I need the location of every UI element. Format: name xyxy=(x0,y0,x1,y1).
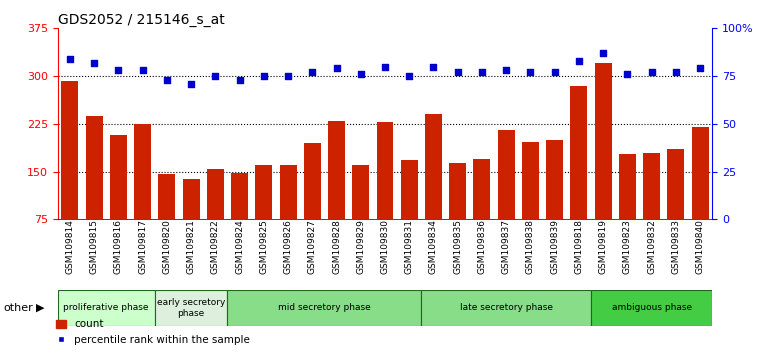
Text: GSM109827: GSM109827 xyxy=(308,219,316,274)
Text: ambiguous phase: ambiguous phase xyxy=(611,303,691,313)
Point xyxy=(161,77,173,83)
Point xyxy=(427,64,440,69)
Text: GSM109828: GSM109828 xyxy=(332,219,341,274)
Text: GSM109831: GSM109831 xyxy=(405,219,413,274)
Text: GSM109822: GSM109822 xyxy=(211,219,219,274)
Bar xyxy=(62,81,79,267)
Point xyxy=(355,72,367,77)
Text: other: other xyxy=(4,303,34,313)
Text: GSM109823: GSM109823 xyxy=(623,219,632,274)
Bar xyxy=(134,124,151,267)
Point xyxy=(306,69,319,75)
Point xyxy=(597,50,609,56)
Bar xyxy=(85,116,102,267)
Bar xyxy=(591,290,712,326)
Text: GSM109832: GSM109832 xyxy=(647,219,656,274)
Point xyxy=(258,73,270,79)
Text: GSM109829: GSM109829 xyxy=(357,219,365,274)
Text: GSM109833: GSM109833 xyxy=(671,219,681,274)
Text: ▶: ▶ xyxy=(36,303,45,313)
Bar xyxy=(691,127,708,267)
Bar xyxy=(155,290,227,326)
Text: mid secretory phase: mid secretory phase xyxy=(278,303,371,313)
Point xyxy=(476,69,488,75)
Bar xyxy=(522,142,539,267)
Bar xyxy=(643,153,660,267)
Text: GSM109816: GSM109816 xyxy=(114,219,123,274)
Bar xyxy=(256,165,273,267)
Bar xyxy=(304,143,321,267)
Bar xyxy=(207,169,224,267)
Bar xyxy=(619,154,636,267)
Point xyxy=(330,65,343,71)
Text: GSM109840: GSM109840 xyxy=(695,219,705,274)
Text: GSM109817: GSM109817 xyxy=(138,219,147,274)
Text: GSM109826: GSM109826 xyxy=(283,219,293,274)
Text: GSM109834: GSM109834 xyxy=(429,219,438,274)
Bar xyxy=(425,114,442,267)
Bar xyxy=(474,159,490,267)
Text: proliferative phase: proliferative phase xyxy=(63,303,149,313)
Text: GSM109818: GSM109818 xyxy=(574,219,584,274)
Point xyxy=(524,69,537,75)
Point xyxy=(379,64,391,69)
Text: GSM109815: GSM109815 xyxy=(89,219,99,274)
Text: early secretory
phase: early secretory phase xyxy=(157,298,226,318)
Bar xyxy=(280,165,296,267)
Point xyxy=(88,60,100,65)
Text: GSM109835: GSM109835 xyxy=(454,219,462,274)
Bar xyxy=(377,122,393,267)
Text: GSM109839: GSM109839 xyxy=(551,219,559,274)
Point xyxy=(451,69,464,75)
Bar xyxy=(497,130,514,267)
Bar xyxy=(571,86,588,267)
Text: GSM109830: GSM109830 xyxy=(380,219,390,274)
Point xyxy=(694,65,706,71)
Bar xyxy=(594,63,611,267)
Bar xyxy=(668,149,685,267)
Bar xyxy=(400,160,417,267)
Legend: count, percentile rank within the sample: count, percentile rank within the sample xyxy=(52,315,254,349)
Bar xyxy=(546,140,563,267)
Text: GSM109814: GSM109814 xyxy=(65,219,75,274)
Bar xyxy=(449,164,466,267)
Bar xyxy=(231,173,248,267)
Point xyxy=(185,81,197,87)
Point xyxy=(233,77,246,83)
Text: late secretory phase: late secretory phase xyxy=(460,303,553,313)
Point xyxy=(645,69,658,75)
Text: GSM109819: GSM109819 xyxy=(598,219,608,274)
Text: GSM109820: GSM109820 xyxy=(162,219,172,274)
Point xyxy=(500,68,512,73)
Point xyxy=(282,73,294,79)
Point xyxy=(209,73,222,79)
Bar xyxy=(227,290,421,326)
Bar xyxy=(58,290,155,326)
Text: GDS2052 / 215146_s_at: GDS2052 / 215146_s_at xyxy=(58,13,225,27)
Point xyxy=(112,68,125,73)
Text: GSM109836: GSM109836 xyxy=(477,219,487,274)
Point xyxy=(403,73,415,79)
Point xyxy=(548,69,561,75)
Bar xyxy=(328,121,345,267)
Text: GSM109825: GSM109825 xyxy=(259,219,268,274)
Bar xyxy=(421,290,591,326)
Text: GSM109824: GSM109824 xyxy=(235,219,244,274)
Bar xyxy=(110,135,127,267)
Bar xyxy=(353,165,370,267)
Bar xyxy=(159,173,176,267)
Text: GSM109837: GSM109837 xyxy=(502,219,511,274)
Bar xyxy=(182,179,199,267)
Text: GSM109838: GSM109838 xyxy=(526,219,535,274)
Text: GSM109821: GSM109821 xyxy=(186,219,196,274)
Point xyxy=(621,72,634,77)
Point xyxy=(136,68,149,73)
Point xyxy=(64,56,76,62)
Point xyxy=(573,58,585,64)
Point xyxy=(670,69,682,75)
